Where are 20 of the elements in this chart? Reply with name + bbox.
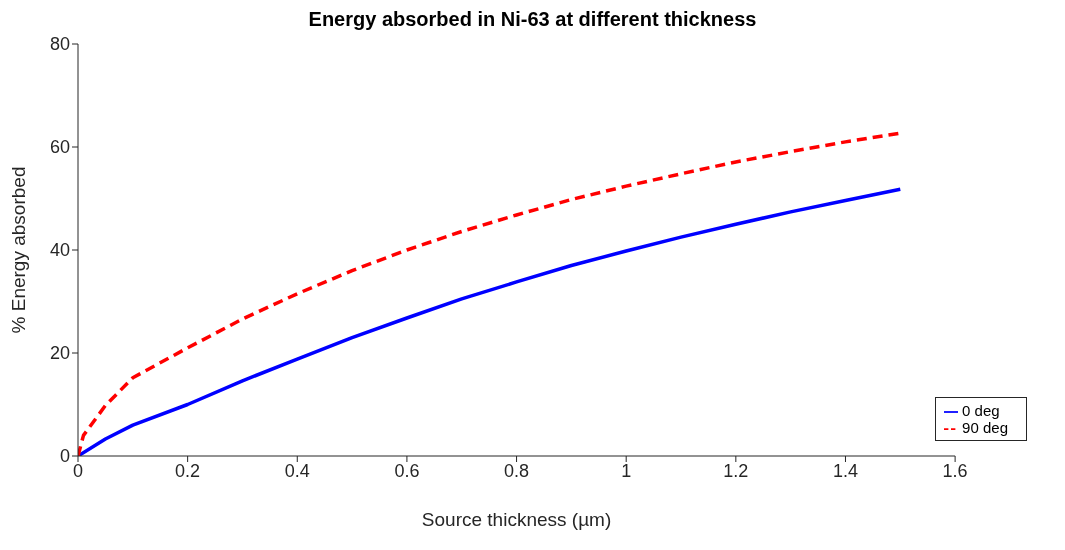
x-tick-label: 1.6 <box>942 460 968 481</box>
x-tick-label: 1.2 <box>723 460 749 481</box>
y-tick-label: 20 <box>49 343 70 364</box>
y-tick-label: 40 <box>49 240 70 261</box>
x-tick-label: 0 <box>72 460 84 481</box>
chart-title: Energy absorbed in Ni-63 at different thickness <box>307 8 758 32</box>
y-tick-label: 60 <box>49 137 70 158</box>
line-series <box>78 187 903 456</box>
x-tick-label: 0.4 <box>284 460 310 481</box>
x-axis-title: Source thickness (µm) <box>421 509 612 530</box>
y-tick-label: 0 <box>59 446 70 467</box>
y-tick-label: 80 <box>49 34 70 55</box>
legend-label: 90 deg <box>962 418 1008 436</box>
x-tick-label: 1.4 <box>832 460 858 481</box>
legend-label: 0 deg <box>962 401 1000 419</box>
x-tick-label: 0.2 <box>175 460 201 481</box>
x-tick-label: 0.6 <box>394 460 420 481</box>
x-tick-label: 1 <box>621 460 632 481</box>
y-axis-title: % Energy absorbed <box>7 166 29 334</box>
x-tick-label: 0.8 <box>504 460 530 481</box>
